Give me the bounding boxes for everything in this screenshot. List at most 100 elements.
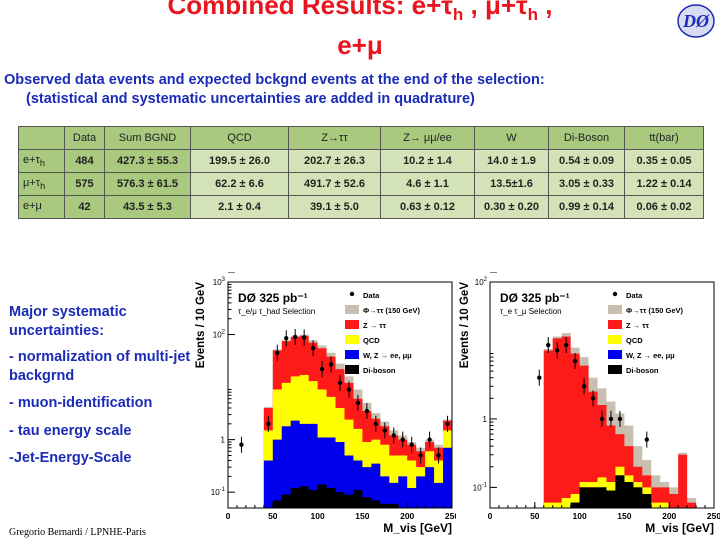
y-tick-label: 103 — [213, 277, 226, 287]
x-tick-label: 250 — [445, 511, 459, 521]
row-label: e+μ — [18, 195, 65, 219]
table-header — [18, 126, 65, 150]
plot-title: DØ 325 pb⁻¹ — [500, 291, 570, 305]
data-point — [346, 387, 352, 392]
table-header: Sum BGND — [104, 126, 191, 150]
x-tick-label: 100 — [573, 511, 587, 521]
title-part-3: , — [538, 0, 553, 20]
y-tick-exponent: 2 — [222, 330, 226, 336]
data-point — [391, 433, 396, 438]
legend-label: Data — [363, 291, 380, 300]
data-point — [617, 416, 623, 422]
legend-label: QCD — [626, 336, 643, 345]
data-point — [337, 380, 343, 386]
table-cell: 202.7 ± 26.3 — [288, 149, 381, 173]
systematics-item: - tau energy scale — [9, 422, 132, 439]
row-label: μ+τh — [18, 172, 65, 196]
data-point — [644, 437, 649, 442]
legend-label: W, Z → ee, μμ — [363, 351, 412, 360]
subtitle-line-2: (statistical and systematic uncertaintie… — [26, 91, 475, 107]
legend-swatch — [608, 335, 622, 344]
data-point — [427, 437, 432, 442]
x-tick-label: 200 — [662, 511, 676, 521]
legend-label: Φ→ττ (150 GeV) — [363, 306, 421, 315]
table-cell: 199.5 ± 26.0 — [190, 149, 289, 173]
x-tick-label: 50 — [268, 511, 278, 521]
legend-swatch — [608, 305, 622, 314]
mvis-plot-right: 0 50 100 150 200 250 10-1 1 10NaN 102 M_vis [GeV] E… — [456, 272, 720, 540]
logo-text: DØ — [682, 11, 710, 31]
data-point — [546, 342, 551, 348]
y-tick-exponent: -1 — [220, 487, 226, 493]
table-cell: 0.06 ± 0.02 — [624, 195, 704, 219]
x-axis-label: M_vis [GeV] — [383, 521, 452, 535]
results-table: Data Sum BGND QCD Z→ττ Z→ μμ/ee W Di-Bos… — [18, 126, 704, 246]
systematics-item: - muon-identification — [9, 395, 153, 411]
data-point — [301, 335, 307, 340]
footer-credit: Gregorio Bernardi / LPNHE-Paris — [9, 527, 146, 538]
table-cell: 1.22 ± 0.14 — [624, 172, 704, 196]
title-line-2: e+μ — [337, 30, 383, 61]
table-cell: 0.99 ± 0.14 — [548, 195, 625, 219]
legend-swatch — [608, 365, 622, 374]
table-header: Di-Boson — [548, 126, 625, 150]
table-cell: 39.1 ± 5.0 — [288, 195, 381, 219]
data-point — [355, 400, 361, 406]
table-header-row: Data Sum BGND QCD Z→ττ Z→ μμ/ee W Di-Bos… — [18, 126, 704, 150]
data-point — [266, 421, 271, 427]
data-point — [239, 442, 244, 447]
y-tick-label: 10-1 — [211, 487, 226, 497]
legend-marker-data — [349, 291, 355, 297]
data-point — [436, 453, 441, 458]
data-point — [581, 384, 587, 389]
data-point — [275, 350, 280, 355]
legend-label: Φ→ττ (150 GeV) — [626, 306, 684, 315]
data-point — [537, 375, 542, 380]
slide-title: Combined Results: e+τh , μ+τh , e+μ — [0, 0, 720, 60]
x-tick-label: 200 — [400, 511, 414, 521]
table-header: Z→ττ — [288, 126, 381, 150]
data-point — [409, 442, 414, 447]
legend-label: QCD — [363, 336, 380, 345]
data-point — [382, 428, 387, 433]
y-tick-label: 102 — [213, 330, 226, 340]
data-point — [364, 408, 370, 414]
plot-title: DØ 325 pb⁻¹ — [238, 291, 308, 305]
y-axis-label: Events / 10 GeV — [459, 282, 471, 369]
data-point — [608, 416, 614, 422]
table-cell: 0.35 ± 0.05 — [624, 149, 704, 173]
table-cell: 484 — [64, 149, 105, 173]
y-tick-label: 1 — [483, 415, 488, 424]
plot-selection-label: τ_e/μ τ_had Selection — [238, 307, 315, 316]
title-part-1: Combined Results: e+τ — [167, 0, 453, 20]
x-axis-label: M_vis [GeV] — [645, 521, 714, 535]
y-tick-exponent: 2 — [484, 277, 488, 283]
systematics-item: -Jet-Energy-Scale — [9, 450, 132, 466]
data-point — [555, 348, 560, 353]
y-tick-label: 10NaN — [466, 272, 487, 274]
plot-selection-label: τ_e τ_μ Selection — [500, 307, 562, 316]
x-tick-label: 0 — [488, 511, 493, 521]
systematics-item: - normalization of multi-jet backgrnd — [9, 349, 191, 384]
legend-label: Z → ττ — [363, 321, 387, 330]
legend-swatch — [345, 365, 359, 374]
row-label: e+τh — [18, 149, 65, 173]
y-tick-label: 10NaN — [204, 272, 225, 274]
data-point — [310, 345, 316, 351]
table-cell: 491.7 ± 52.6 — [288, 172, 381, 196]
data-point — [319, 366, 325, 372]
table-cell: 13.5±1.6 — [474, 172, 549, 196]
data-point — [400, 437, 405, 442]
title-sub-2: h — [527, 5, 539, 25]
data-point — [563, 342, 569, 348]
table-header: Z→ μμ/ee — [380, 126, 475, 150]
plot-right-svg: 0 50 100 150 200 250 10-1 1 10NaN 102 M_vis [GeV] E… — [459, 272, 720, 535]
series-diboson — [525, 475, 714, 508]
legend-label: Di-boson — [626, 366, 659, 375]
data-point — [445, 421, 450, 427]
y-tick-label: 10-1 — [473, 482, 488, 492]
legend-label: Z → ττ — [626, 321, 650, 330]
legend-swatch — [345, 320, 359, 329]
series-wzee — [245, 420, 452, 508]
x-tick-label: 150 — [617, 511, 631, 521]
